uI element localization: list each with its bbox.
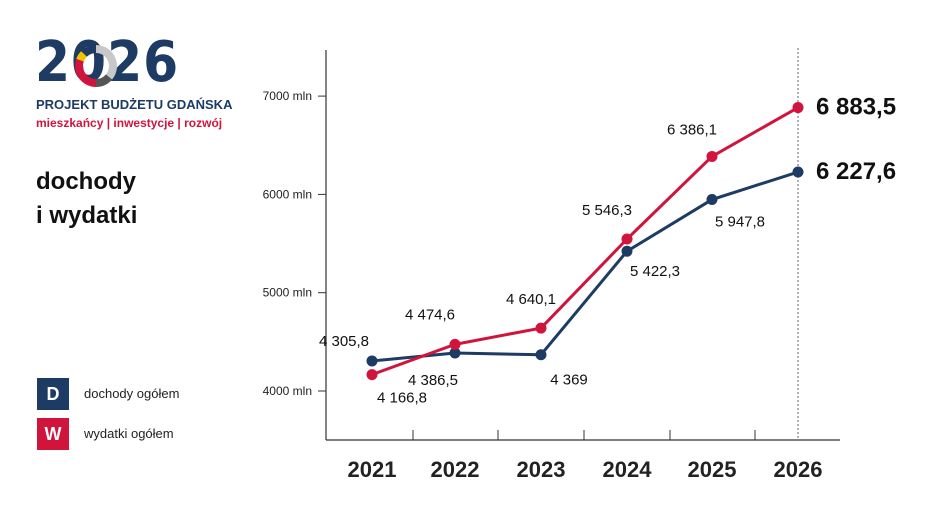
legend-badge-w: W bbox=[37, 418, 69, 450]
data-point bbox=[706, 150, 718, 162]
y-tick-label: 7000 mln bbox=[263, 89, 312, 103]
y-tick-label: 4000 mln bbox=[263, 384, 312, 398]
data-point bbox=[535, 322, 547, 334]
data-label: 5 546,3 bbox=[582, 202, 632, 219]
logo-ring-segment bbox=[95, 45, 117, 80]
data-point bbox=[621, 233, 633, 245]
logo-ring-segment bbox=[81, 45, 97, 58]
data-label: 4 305,8 bbox=[319, 333, 369, 350]
x-tick-label: 2021 bbox=[348, 457, 397, 482]
title-line-1: dochody bbox=[36, 168, 136, 195]
legend-badge-d: D bbox=[37, 378, 69, 410]
data-point bbox=[449, 347, 461, 359]
logo-subtitle: PROJEKT BUDŻETU GDAŃSKA bbox=[36, 97, 233, 112]
data-label: 6 386,1 bbox=[667, 121, 717, 138]
data-point bbox=[621, 245, 633, 257]
data-point bbox=[706, 194, 718, 206]
data-point bbox=[792, 166, 804, 178]
data-label: 4 640,1 bbox=[506, 291, 556, 308]
logo-ring-segment bbox=[75, 58, 97, 87]
x-tick-label: 2024 bbox=[603, 457, 653, 482]
legend-label-d: dochody ogółem bbox=[84, 386, 180, 401]
logo-ring-segment bbox=[95, 74, 113, 87]
chart-title: dochody i wydatki bbox=[36, 165, 137, 233]
y-tick-label: 6000 mln bbox=[263, 187, 312, 201]
data-label: 6 883,5 bbox=[816, 94, 896, 121]
data-label: 4 386,5 bbox=[408, 372, 458, 389]
data-label: 6 227,6 bbox=[816, 158, 896, 185]
data-point bbox=[366, 369, 378, 381]
data-label: 4 166,8 bbox=[377, 390, 427, 407]
data-point bbox=[792, 102, 804, 114]
series-line-dochody bbox=[371, 170, 799, 363]
data-label: 4 369 bbox=[550, 372, 588, 389]
x-tick-label: 2026 bbox=[774, 457, 823, 482]
series-line-wydatki bbox=[371, 106, 799, 377]
data-label: 5 422,3 bbox=[630, 263, 680, 280]
data-label: 5 947,8 bbox=[715, 214, 765, 231]
legend-label-w: wydatki ogółem bbox=[84, 426, 174, 441]
x-tick-label: 2025 bbox=[688, 457, 737, 482]
data-point bbox=[366, 355, 378, 367]
logo-tagline: mieszkańcy | inwestycje | rozwój bbox=[36, 116, 223, 130]
title-line-2: i wydatki bbox=[36, 202, 138, 229]
data-label: 4 474,6 bbox=[405, 306, 455, 323]
logo-ring-segment bbox=[76, 51, 87, 62]
x-tick-label: 2022 bbox=[431, 457, 480, 482]
data-point bbox=[535, 349, 547, 361]
y-tick-label: 5000 mln bbox=[263, 286, 312, 300]
data-point bbox=[449, 338, 461, 350]
x-tick-label: 2023 bbox=[517, 457, 566, 482]
